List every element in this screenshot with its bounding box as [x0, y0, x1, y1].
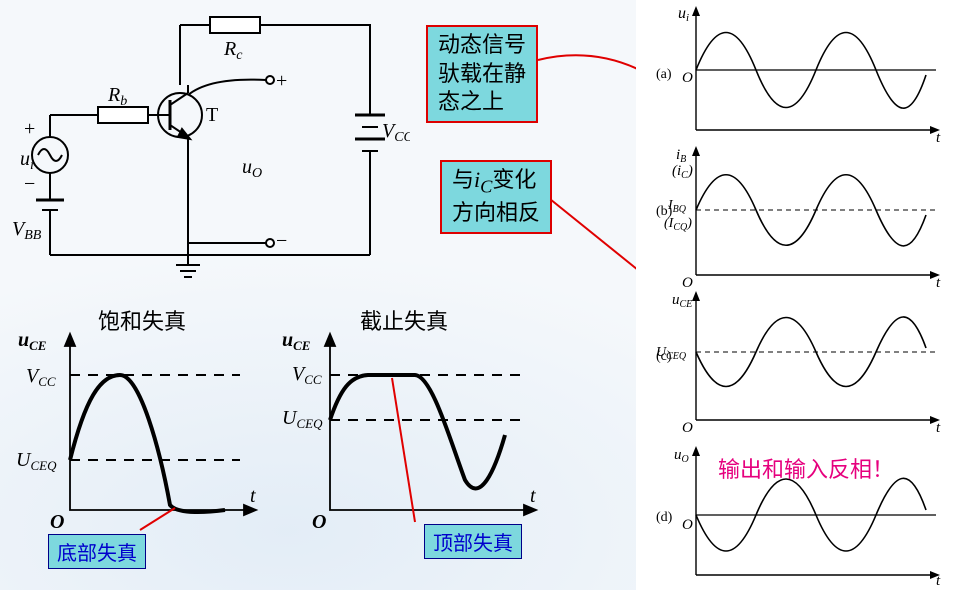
- callout2-line2: 方向相反: [452, 199, 540, 228]
- saturation-chart: uCE VCC UCEQ O t: [10, 320, 270, 550]
- callout1-line2: 驮载在静: [438, 60, 526, 89]
- svg-text:(c): (c): [656, 349, 672, 364]
- svg-text:VCC: VCC: [292, 363, 322, 387]
- svg-text:O: O: [50, 511, 64, 533]
- svg-text:UCEQ: UCEQ: [282, 407, 323, 431]
- svg-text:UCEQ: UCEQ: [16, 449, 57, 473]
- callout2-line1: 与iC变化: [452, 166, 540, 199]
- saturation-title: 饱和失真: [98, 304, 186, 336]
- svg-text:O: O: [682, 517, 693, 533]
- cutoff-chart: uCE VCC UCEQ O t: [280, 320, 560, 550]
- bottom-distortion-label: 底部失真: [48, 534, 146, 569]
- waveforms-column: ui O t (a) iB (iC) IBQ (ICQ) O t (b) uCE…: [636, 0, 956, 590]
- callout1-line3: 态之上: [438, 88, 526, 117]
- svg-text:O: O: [312, 511, 326, 533]
- svg-text:(b): (b): [656, 204, 673, 219]
- svg-text:(a): (a): [656, 67, 672, 82]
- svg-text:O: O: [682, 420, 693, 436]
- output-input-inverted-note: 输出和输入反相！: [718, 452, 894, 484]
- svg-text:t: t: [530, 485, 536, 507]
- svg-text:t: t: [250, 485, 256, 507]
- svg-text:O: O: [682, 275, 693, 291]
- svg-text:(d): (d): [656, 510, 673, 525]
- callout1-line1: 动态信号: [438, 31, 526, 60]
- callout-dynamic-signal: 动态信号 驮载在静 态之上: [426, 25, 538, 123]
- svg-text:O: O: [682, 70, 693, 86]
- callout-opposite-direction: 与iC变化 方向相反: [440, 160, 552, 234]
- svg-text:uCE: uCE: [282, 329, 311, 353]
- svg-text:VCC: VCC: [26, 365, 56, 389]
- cutoff-title: 截止失真: [360, 304, 448, 336]
- svg-text:uCE: uCE: [18, 329, 47, 353]
- top-distortion-label: 顶部失真: [424, 524, 522, 559]
